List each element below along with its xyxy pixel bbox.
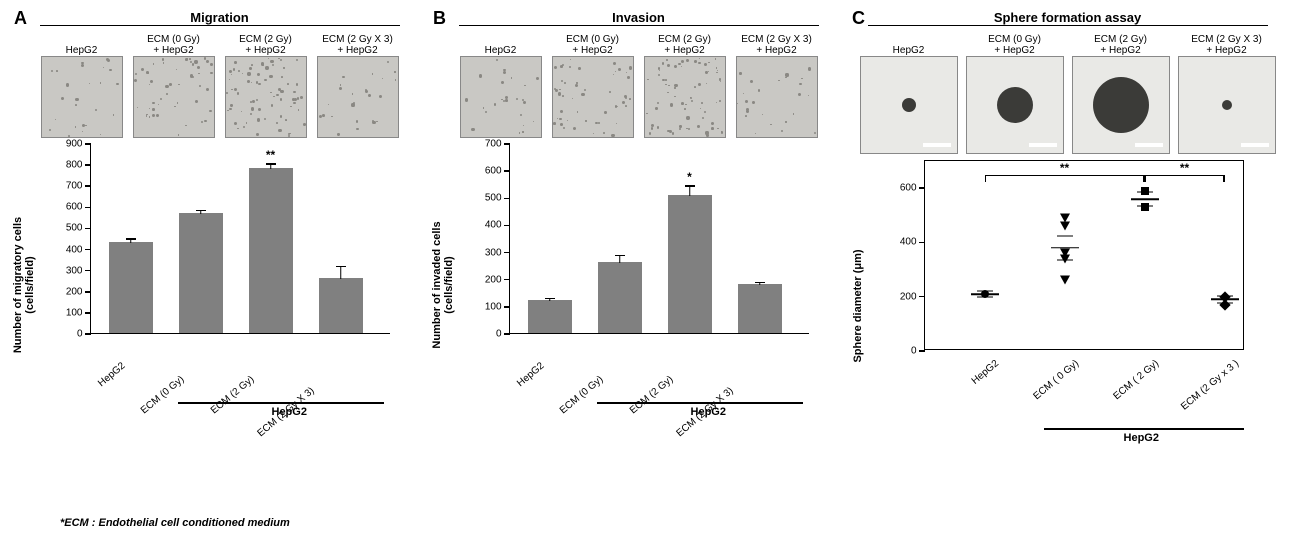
thumb-label: ECM (0 Gy)+ HepG2 [147,32,200,56]
y-axis-label: Sphere diameter (μm) [852,249,864,362]
thumb-col: ECM (2 Gy)+ HepG2 [642,32,728,138]
panel-letter-b: B [433,8,446,29]
sphere-icon [997,87,1033,123]
invasion-thumb [552,56,634,138]
panel-letter-a: A [14,8,27,29]
scale-bar-icon [1135,143,1163,147]
migration-thumb [317,56,399,138]
panel-title-b: Invasion [459,10,819,26]
panel-title-a: Migration [40,10,400,26]
y-axis-label: Number of migratory cells(cells/field) [12,217,36,353]
thumb-col: ECM (2 Gy X 3)+ HepG2 [734,32,820,138]
sphere-icon [902,98,916,112]
thumb-label: ECM (2 Gy X 3)+ HepG2 [741,32,812,56]
thumb-label: ECM (2 Gy)+ HepG2 [239,32,292,56]
sphere-icon [1093,77,1149,133]
thumb-col: ECM (0 Gy)+ HepG2 [965,32,1065,154]
panel-a-thumb-row: HepG2 ECM (0 Gy)+ HepG2 ECM (2 Gy)+ HepG… [10,32,429,138]
panel-a: A Migration HepG2 ECM (0 Gy)+ HepG2 ECM … [10,8,429,513]
invasion-thumb [460,56,542,138]
thumb-label: ECM (0 Gy)+ HepG2 [566,32,619,56]
thumb-label: HepG2 [485,32,517,56]
sphere-icon [1222,100,1232,110]
migration-thumb [133,56,215,138]
thumb-col: ECM (2 Gy)+ HepG2 [1071,32,1171,154]
scale-bar-icon [1029,143,1057,147]
thumb-label: ECM (2 Gy X 3)+ HepG2 [322,32,393,56]
thumb-col: ECM (2 Gy X 3)+ HepG2 [315,32,401,138]
thumb-col: ECM (2 Gy X 3)+ HepG2 [1177,32,1277,154]
thumb-col: HepG2 [458,32,544,138]
panel-a-chart: Number of migratory cells(cells/field) 0… [40,144,400,426]
invasion-thumb [736,56,818,138]
sphere-thumb [1178,56,1276,154]
thumb-col: ECM (2 Gy)+ HepG2 [223,32,309,138]
thumb-label: ECM (0 Gy)+ HepG2 [988,32,1041,56]
migration-thumb [41,56,123,138]
thumb-label: HepG2 [893,32,925,56]
panel-b: B Invasion HepG2 ECM (0 Gy)+ HepG2 ECM (… [429,8,848,513]
thumb-label: HepG2 [66,32,98,56]
figure-root: A Migration HepG2 ECM (0 Gy)+ HepG2 ECM … [0,0,1297,533]
sphere-thumb [860,56,958,154]
panel-c-scatter: Sphere diameter (μm) 0200400600****HepG2… [868,160,1268,452]
sphere-thumb [966,56,1064,154]
thumb-label: ECM (2 Gy)+ HepG2 [658,32,711,56]
thumb-label: ECM (2 Gy X 3)+ HepG2 [1191,32,1262,56]
thumb-col: ECM (0 Gy)+ HepG2 [550,32,636,138]
y-axis-label: Number of invaded cells(cells/field) [431,221,455,348]
panel-c: C Sphere formation assay HepG2 ECM (0 Gy… [848,8,1287,513]
panel-letter-c: C [852,8,865,29]
sphere-thumb [1072,56,1170,154]
thumb-col: HepG2 [859,32,959,154]
panel-c-thumb-row: HepG2 ECM (0 Gy)+ HepG2 ECM (2 Gy)+ HepG… [848,32,1287,154]
migration-thumb [225,56,307,138]
panel-b-thumb-row: HepG2 ECM (0 Gy)+ HepG2 ECM (2 Gy)+ HepG… [429,32,848,138]
invasion-thumb [644,56,726,138]
footnote: *ECM : Endothelial cell conditioned medi… [60,517,290,529]
scale-bar-icon [923,143,951,147]
thumb-label: ECM (2 Gy)+ HepG2 [1094,32,1147,56]
thumb-col: ECM (0 Gy)+ HepG2 [131,32,217,138]
panel-title-c: Sphere formation assay [868,10,1268,26]
panel-b-chart: Number of invaded cells(cells/field) 010… [459,144,819,426]
thumb-col: HepG2 [39,32,125,138]
scale-bar-icon [1241,143,1269,147]
